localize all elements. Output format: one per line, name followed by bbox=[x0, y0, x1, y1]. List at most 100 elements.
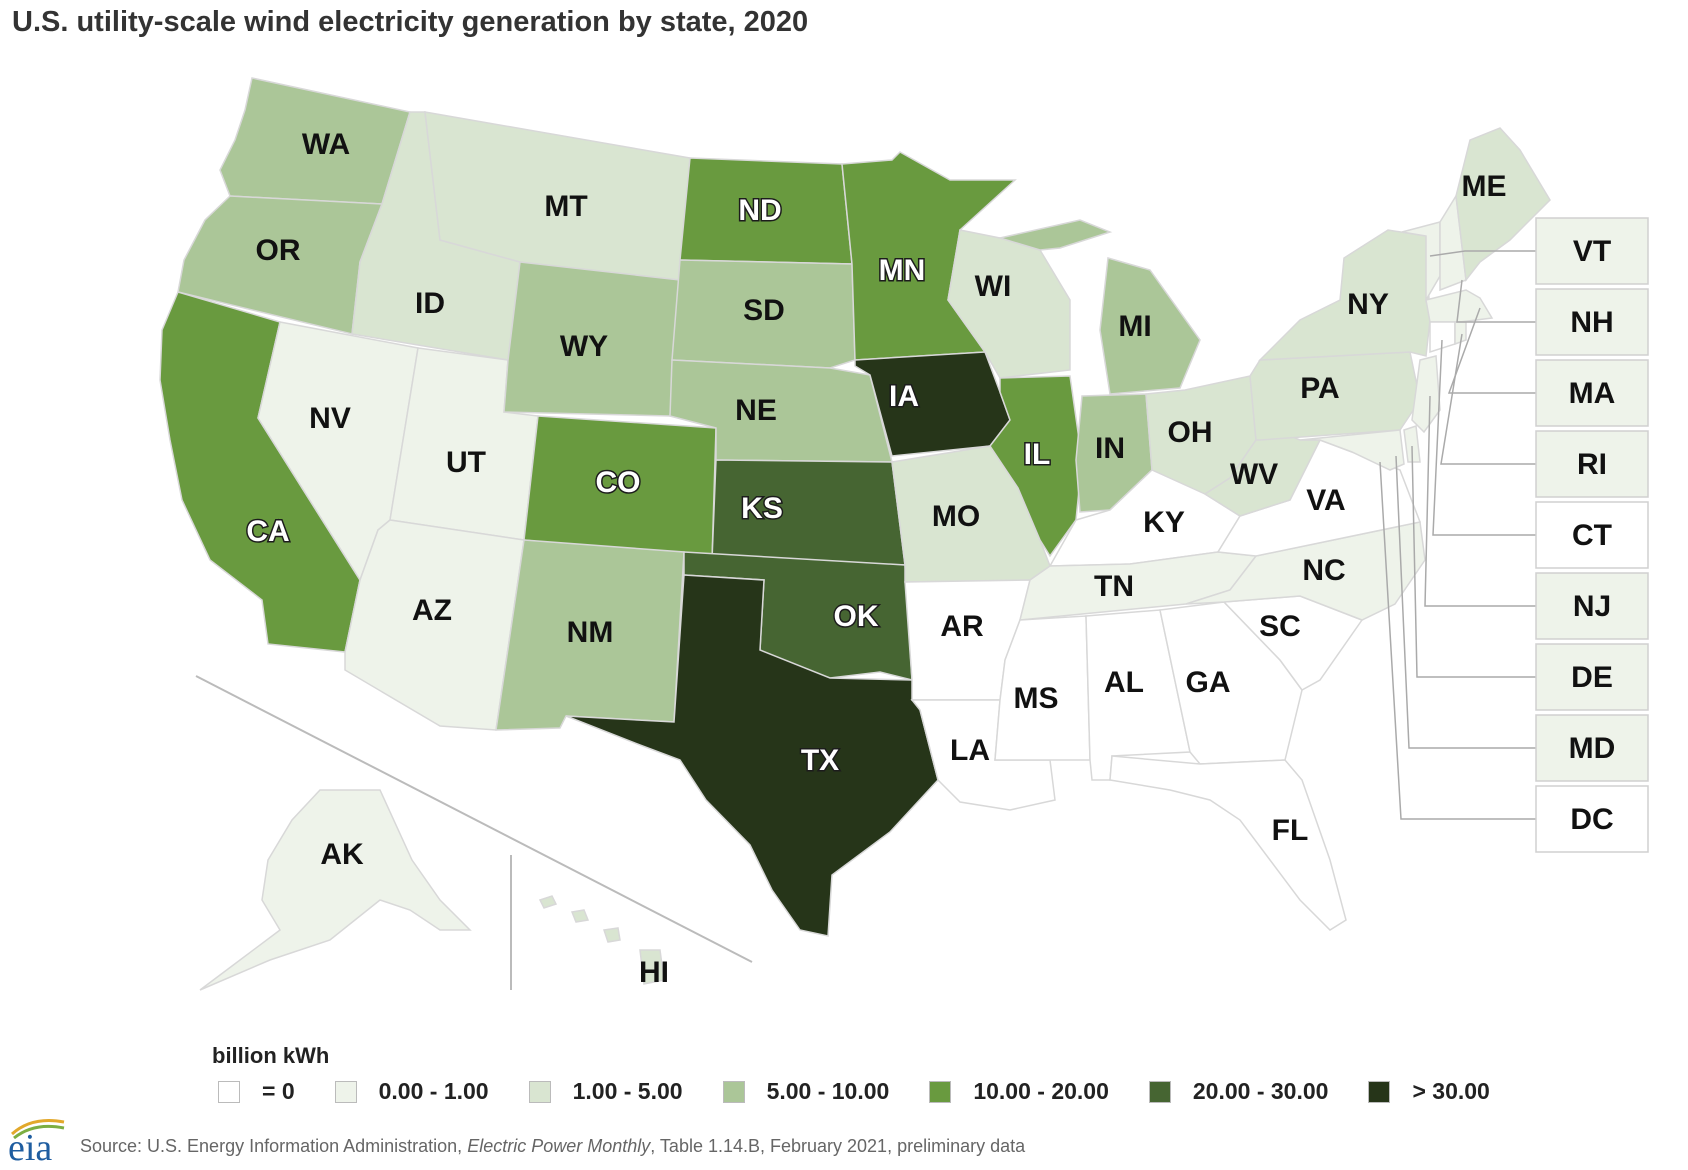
callout-label-nj: NJ bbox=[1573, 590, 1611, 623]
legend-item: 0.00 - 1.00 bbox=[334, 1078, 489, 1105]
state-label-mi: MI bbox=[1118, 310, 1151, 343]
callout-line-de bbox=[1411, 445, 1536, 678]
state-label-ak: AK bbox=[320, 838, 364, 871]
legend-swatch bbox=[218, 1080, 240, 1103]
callout-label-ma: MA bbox=[1569, 377, 1616, 410]
legend-item: 10.00 - 20.00 bbox=[929, 1078, 1109, 1105]
legend-label: 0.00 - 1.00 bbox=[378, 1078, 489, 1104]
callout-label-de: DE bbox=[1571, 661, 1613, 694]
state-label-va: VA bbox=[1306, 484, 1345, 517]
state-label-ok: OK bbox=[834, 600, 879, 633]
legend-swatch bbox=[334, 1080, 357, 1103]
callout-line-vt bbox=[1429, 250, 1536, 257]
legend-swatch bbox=[1368, 1080, 1391, 1103]
legend-item: 1.00 - 5.00 bbox=[528, 1078, 683, 1105]
state-label-fl: FL bbox=[1272, 814, 1309, 847]
state-tx[interactable] bbox=[565, 574, 939, 937]
legend-label: > 30.00 bbox=[1412, 1078, 1490, 1104]
callout-line-dc bbox=[1379, 461, 1536, 820]
state-label-ky: KY bbox=[1143, 506, 1185, 539]
state-label-nd: ND bbox=[738, 194, 781, 227]
callout-label-md: MD bbox=[1569, 732, 1616, 765]
state-ny[interactable] bbox=[1258, 229, 1431, 361]
callout-box-ct[interactable] bbox=[1535, 501, 1649, 569]
state-label-az: AZ bbox=[412, 594, 452, 627]
state-label-id: ID bbox=[415, 287, 445, 320]
state-ct[interactable] bbox=[1429, 321, 1456, 354]
callout-box-nh[interactable] bbox=[1535, 288, 1649, 356]
state-label-wy: WY bbox=[560, 330, 608, 363]
state-hi[interactable] bbox=[538, 895, 665, 985]
state-label-ga: GA bbox=[1186, 666, 1231, 699]
inset-divider bbox=[195, 675, 753, 963]
callout-box-ma[interactable] bbox=[1535, 359, 1649, 427]
legend-item: 20.00 - 30.00 bbox=[1148, 1078, 1329, 1105]
callout-box-dc[interactable] bbox=[1535, 785, 1649, 853]
callout-label-ri: RI bbox=[1577, 448, 1607, 481]
source-note: Source: U.S. Energy Information Administ… bbox=[80, 1136, 1025, 1157]
legend-swatch bbox=[528, 1080, 551, 1103]
state-label-ca: CA bbox=[246, 515, 289, 548]
legend-title: billion kWh bbox=[212, 1043, 330, 1068]
legend-item: = 0 bbox=[218, 1078, 295, 1105]
state-label-in: IN bbox=[1095, 432, 1125, 465]
state-label-il: IL bbox=[1024, 438, 1051, 471]
state-ak[interactable] bbox=[199, 789, 472, 991]
state-label-ut: UT bbox=[446, 446, 486, 479]
legend-label: = 0 bbox=[262, 1078, 295, 1104]
state-label-or: OR bbox=[256, 234, 301, 267]
callout-line-ct bbox=[1432, 339, 1536, 536]
callout-box-md[interactable] bbox=[1535, 714, 1649, 782]
state-label-mo: MO bbox=[932, 500, 980, 533]
callout-line-md bbox=[1395, 455, 1536, 749]
state-fl[interactable] bbox=[1109, 755, 1347, 931]
eia-logo-text: eia bbox=[8, 1127, 53, 1169]
legend-swatch bbox=[929, 1080, 952, 1103]
state-de[interactable] bbox=[1403, 424, 1421, 463]
state-label-co: CO bbox=[596, 466, 641, 499]
state-label-sd: SD bbox=[743, 294, 785, 327]
state-label-oh: OH bbox=[1168, 416, 1213, 449]
state-label-al: AL bbox=[1104, 666, 1144, 699]
state-label-nm: NM bbox=[567, 616, 614, 649]
legend-swatch bbox=[1148, 1080, 1171, 1103]
state-me[interactable] bbox=[1455, 127, 1551, 282]
state-vt[interactable] bbox=[1401, 221, 1441, 303]
state-nj[interactable] bbox=[1411, 355, 1441, 434]
callout-label-nh: NH bbox=[1570, 306, 1613, 339]
source-suffix: , Table 1.14.B, February 2021, prelimina… bbox=[650, 1136, 1026, 1156]
state-wy[interactable] bbox=[503, 261, 681, 417]
state-label-ar: AR bbox=[940, 610, 984, 643]
state-label-ia: IA bbox=[889, 380, 919, 413]
legend-label: 20.00 - 30.00 bbox=[1192, 1078, 1329, 1104]
state-sd[interactable] bbox=[671, 259, 856, 369]
state-label-ks: KS bbox=[741, 492, 783, 525]
legend-label: 1.00 - 5.00 bbox=[572, 1078, 683, 1104]
state-label-wv: WV bbox=[1230, 458, 1278, 491]
callout-line-nj bbox=[1424, 395, 1536, 607]
state-mi[interactable] bbox=[997, 219, 1201, 395]
legend-label: 10.00 - 20.00 bbox=[973, 1078, 1109, 1104]
callout-box-de[interactable] bbox=[1535, 643, 1649, 711]
state-label-ms: MS bbox=[1014, 682, 1059, 715]
state-label-mn: MN bbox=[879, 254, 926, 287]
legend-item: 5.00 - 10.00 bbox=[722, 1078, 889, 1105]
state-label-ny: NY bbox=[1347, 288, 1389, 321]
state-label-me: ME bbox=[1462, 170, 1507, 203]
callout-box-nj[interactable] bbox=[1535, 572, 1649, 640]
state-label-hi: HI bbox=[639, 956, 669, 989]
legend-item: > 30.00 bbox=[1368, 1078, 1490, 1105]
callout-label-ct: CT bbox=[1572, 519, 1612, 552]
state-label-wa: WA bbox=[302, 128, 350, 161]
eia-logo-swoosh bbox=[10, 1119, 65, 1140]
state-md[interactable] bbox=[1299, 429, 1405, 471]
callout-box-vt[interactable] bbox=[1535, 217, 1649, 285]
state-label-la: LA bbox=[950, 734, 990, 767]
state-nh[interactable] bbox=[1439, 193, 1467, 292]
state-label-tx: TX bbox=[801, 744, 839, 777]
state-nc[interactable] bbox=[1185, 521, 1426, 621]
callout-box-ri[interactable] bbox=[1535, 430, 1649, 498]
state-label-nc: NC bbox=[1302, 554, 1345, 587]
source-prefix: Source: U.S. Energy Information Administ… bbox=[80, 1136, 468, 1156]
